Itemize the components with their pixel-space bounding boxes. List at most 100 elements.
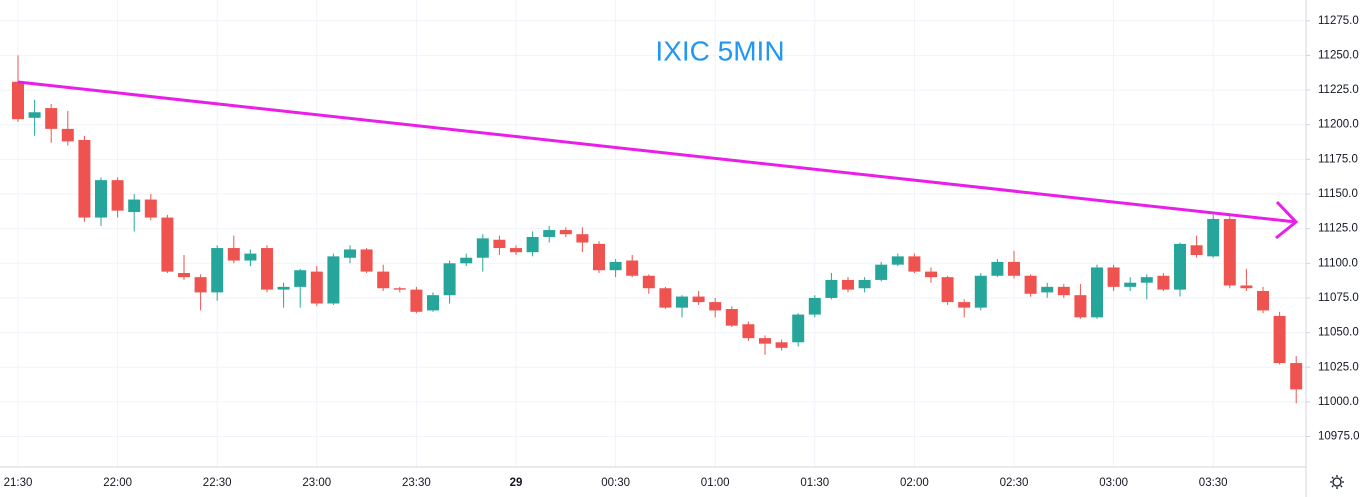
candle-body xyxy=(725,309,738,326)
candle-body xyxy=(692,296,705,303)
candle-body xyxy=(559,230,572,235)
candle-body xyxy=(1240,285,1253,289)
x-tick-label: 03:30 xyxy=(1199,477,1228,489)
candle-body xyxy=(858,279,871,289)
x-tick-label: 01:30 xyxy=(800,477,829,489)
x-tick-label: 01:00 xyxy=(701,477,730,489)
candle-body xyxy=(941,277,954,303)
candle-body xyxy=(460,257,473,264)
candle-body xyxy=(991,261,1004,276)
candle-body xyxy=(178,272,190,278)
candle-body xyxy=(1257,291,1269,311)
candle-body xyxy=(543,230,556,237)
candle-body xyxy=(659,288,672,308)
candle-body xyxy=(1273,315,1286,364)
candle-body xyxy=(95,180,107,218)
candle-body xyxy=(410,289,423,312)
x-tick-label: 00:30 xyxy=(601,477,630,489)
y-tick-label: 11100.0 xyxy=(1318,257,1358,269)
candle-body xyxy=(45,108,58,129)
y-tick-label: 11000.0 xyxy=(1318,396,1359,408)
y-tick-label: 11200.0 xyxy=(1318,119,1359,131)
y-tick-label: 11250.0 xyxy=(1318,49,1359,61)
arrow-head xyxy=(1275,200,1299,240)
candle-body xyxy=(427,295,439,311)
candle-body xyxy=(211,248,224,293)
candles xyxy=(12,55,1303,404)
y-tick-label: 11275.0 xyxy=(1318,15,1359,27)
candle-body xyxy=(493,239,506,249)
candle-body xyxy=(377,271,390,289)
chart-title: IXIC 5MIN xyxy=(655,35,784,66)
candle-body xyxy=(842,279,854,290)
x-tick-label: 22:00 xyxy=(103,477,132,489)
candle-body xyxy=(626,260,639,276)
candle-body xyxy=(808,297,821,315)
candle-body xyxy=(908,256,921,272)
candle-body xyxy=(891,256,904,265)
candle-body xyxy=(742,324,755,339)
candle-body xyxy=(576,234,589,243)
candle-body xyxy=(1190,245,1203,255)
candle-body xyxy=(1024,275,1037,294)
candle-body xyxy=(875,264,888,280)
candle-body xyxy=(144,199,157,218)
candle-body xyxy=(261,248,273,290)
candle-body xyxy=(1074,295,1087,318)
candle-body xyxy=(476,238,489,258)
candle-body xyxy=(958,302,971,308)
candle-body xyxy=(1223,218,1236,286)
x-tick-label: 21:30 xyxy=(4,477,33,489)
candle-body xyxy=(709,302,722,311)
y-tick-label: 11125.0 xyxy=(1318,223,1358,235)
candle-body xyxy=(759,338,771,344)
candle-body xyxy=(676,296,688,308)
candle-body xyxy=(61,128,74,142)
candle-body xyxy=(78,139,91,218)
x-tick-label: 02:00 xyxy=(900,477,929,489)
y-tick-label: 11050.0 xyxy=(1318,327,1359,339)
y-tick-label: 11175.0 xyxy=(1318,153,1358,165)
candle-body xyxy=(642,275,655,289)
candle-body xyxy=(1091,267,1103,318)
y-tick-label: 11150.0 xyxy=(1318,188,1358,200)
candle-body xyxy=(111,180,124,211)
y-tick-label: 11025.0 xyxy=(1318,361,1359,373)
candle-body xyxy=(194,277,207,293)
candle-body xyxy=(1107,267,1120,287)
x-tick-label: 03:00 xyxy=(1099,477,1128,489)
x-tick-label: 22:30 xyxy=(203,477,232,489)
candle-body xyxy=(925,271,937,278)
y-tick-label: 11075.0 xyxy=(1318,292,1359,304)
candle-body xyxy=(1140,277,1153,283)
candle-body xyxy=(277,286,290,290)
candle-body xyxy=(609,261,622,271)
candle-body xyxy=(327,256,340,304)
candle-body xyxy=(393,288,406,290)
candle-body xyxy=(1174,243,1186,290)
x-tick-label: 23:00 xyxy=(302,477,331,489)
x-tick-label: 02:30 xyxy=(1000,477,1029,489)
candle-body xyxy=(12,81,24,120)
candle-body xyxy=(1057,286,1070,296)
candle-body xyxy=(28,112,41,118)
candle-body xyxy=(775,342,788,348)
candle-body xyxy=(1290,363,1303,390)
trend-line xyxy=(17,80,1297,224)
candle-body xyxy=(593,243,605,271)
candle-body xyxy=(974,275,987,308)
candle-body xyxy=(1008,261,1020,276)
candle-body xyxy=(161,217,174,272)
candle-body xyxy=(310,271,323,304)
candle-body xyxy=(443,263,456,296)
settings-icon[interactable] xyxy=(1330,475,1344,489)
y-tick-label: 11225.0 xyxy=(1318,84,1359,96)
candle-body xyxy=(128,199,141,213)
candle-body xyxy=(1124,282,1137,287)
candle-body xyxy=(227,248,240,261)
candle-body xyxy=(792,314,805,343)
y-tick-label: 10975.0 xyxy=(1318,431,1360,443)
candle-body xyxy=(526,236,539,253)
candle-body xyxy=(1157,275,1170,290)
